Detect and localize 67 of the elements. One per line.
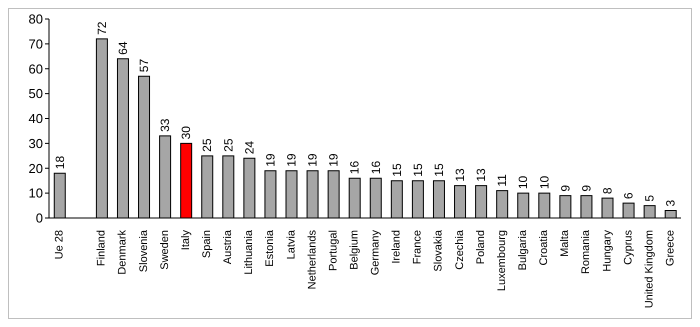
x-tick-label: Austria (222, 229, 234, 264)
data-label: 15 (390, 163, 404, 177)
x-tick-label: Germany (370, 230, 382, 276)
x-tick-label: Croatia (538, 229, 550, 266)
data-label: 15 (410, 163, 425, 177)
data-label: 19 (284, 153, 298, 167)
data-label: 5 (642, 194, 657, 202)
data-label: 25 (221, 138, 236, 152)
data-label: 15 (432, 163, 446, 177)
data-label: 16 (368, 160, 383, 174)
x-tick-label: Cyprus (622, 230, 634, 265)
data-label: 18 (52, 156, 67, 170)
y-tick-label: 50 (28, 86, 43, 102)
data-label: 10 (516, 175, 530, 190)
x-tick-label: Belgium (348, 230, 360, 270)
x-tick-label: United Kingdom (643, 230, 656, 308)
data-label: 25 (200, 138, 214, 152)
y-tick-label: 80 (28, 12, 43, 27)
y-tick-label: 10 (28, 186, 43, 201)
data-label: 19 (263, 153, 278, 167)
y-tick-label: 0 (36, 210, 43, 226)
x-tick-label: Greece (664, 230, 676, 266)
data-label: 9 (558, 184, 572, 192)
x-tick-label: Finland (96, 230, 108, 266)
data-label: 72 (94, 21, 109, 35)
x-tick-label: Hungary (601, 230, 614, 272)
y-tick-label: 70 (28, 36, 43, 52)
x-tick-label: Slovenia (138, 229, 150, 272)
x-tick-label: Ireland (390, 230, 403, 264)
y-tick-label: 40 (28, 111, 43, 126)
y-tick-label: 60 (28, 61, 43, 76)
data-label: 13 (474, 168, 488, 182)
y-tick-label: 20 (28, 160, 43, 176)
x-tick-label: Luxembourg (496, 230, 508, 292)
x-tick-label: Spain (201, 230, 213, 258)
y-tick-label: 30 (28, 136, 43, 151)
x-tick-label: Lithuania (243, 229, 256, 275)
data-label: 10 (537, 175, 552, 190)
data-label: 24 (242, 140, 256, 154)
x-tick-label: Bulgaria (517, 229, 529, 270)
x-tick-label: Estonia (264, 229, 276, 267)
data-label: 3 (664, 200, 678, 207)
x-tick-label: Ue 28 (54, 230, 66, 260)
x-tick-label: Poland (474, 230, 487, 264)
data-label: 11 (495, 174, 510, 187)
x-tick-label: Slovakia (432, 229, 445, 272)
x-tick-label: France (412, 230, 424, 264)
data-label: 30 (179, 126, 194, 140)
data-label: 13 (453, 168, 468, 182)
x-tick-label: Denmark (116, 230, 129, 275)
x-tick-label: Sweden (158, 230, 171, 270)
data-label: 64 (116, 41, 130, 55)
data-label: 57 (137, 58, 152, 72)
data-label: 33 (158, 118, 172, 132)
x-tick-label: Latvia (285, 229, 298, 260)
x-tick-label: Malta (559, 229, 572, 257)
data-label: 6 (622, 192, 636, 200)
x-tick-label: Italy (180, 230, 192, 250)
x-tick-label: Portugal (327, 230, 340, 271)
data-label: 16 (348, 160, 362, 174)
x-tick-label: Netherlands (306, 230, 318, 290)
data-label: 9 (579, 184, 594, 192)
data-label: 8 (600, 187, 614, 194)
x-tick-label: Romania (580, 229, 592, 274)
data-label: 19 (326, 153, 341, 167)
x-tick-label: Czechia (454, 229, 466, 270)
data-label: 19 (306, 153, 320, 167)
